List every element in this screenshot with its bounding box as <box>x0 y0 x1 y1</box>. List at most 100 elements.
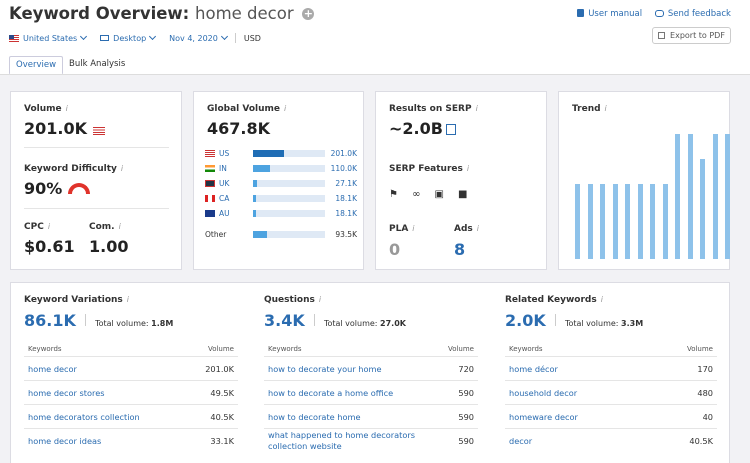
currency-label: USD <box>243 33 261 43</box>
trend-label: Trend i <box>572 104 607 114</box>
device-select[interactable]: Desktop <box>100 32 157 43</box>
other-label: Other <box>205 229 227 239</box>
trend-bar[interactable] <box>662 184 668 259</box>
volume-share-fill <box>253 210 256 217</box>
info-icon[interactable]: i <box>600 295 603 304</box>
variations-count[interactable]: 86.1K <box>24 311 76 330</box>
trend-bar[interactable] <box>587 184 593 259</box>
trend-bar[interactable] <box>712 134 718 259</box>
export-pdf-button[interactable]: Export to PDF <box>652 27 731 44</box>
us-flag-icon <box>92 127 105 135</box>
info-icon[interactable]: i <box>475 104 478 113</box>
related-count[interactable]: 2.0K <box>505 311 546 330</box>
keyword-link[interactable]: how to decorate home <box>268 411 361 422</box>
keyword-link[interactable]: homeware decor <box>509 411 578 422</box>
keyword-link[interactable]: household decor <box>509 387 578 398</box>
user-manual-label: User manual <box>588 9 643 19</box>
trend-bar[interactable] <box>612 184 618 259</box>
trend-bar[interactable] <box>637 184 643 259</box>
country-code: US <box>219 148 230 158</box>
info-icon[interactable]: i <box>318 295 322 304</box>
serp-snapshot-icon[interactable] <box>445 124 456 135</box>
trend-bar[interactable] <box>650 184 655 259</box>
info-icon[interactable]: i <box>476 224 479 233</box>
variations-section: Keyword Variations i 86.1K Total volume: … <box>24 295 250 446</box>
trend-bar[interactable] <box>725 134 730 259</box>
add-keyword-icon[interactable]: + <box>302 7 315 20</box>
country-row-ca[interactable]: CA 18.1K <box>205 191 357 205</box>
country-volume: 18.1K <box>335 208 357 218</box>
info-icon[interactable]: i <box>284 104 287 113</box>
keyword-link[interactable]: home decor stores <box>28 387 105 398</box>
ads-value[interactable]: 8 <box>454 240 466 259</box>
country-select[interactable]: United States <box>9 32 88 43</box>
info-icon[interactable]: i <box>120 164 124 173</box>
volume-value: 201.0K <box>24 119 105 138</box>
divider <box>24 147 169 148</box>
table-row: home decor ideas 33.1K <box>24 428 238 452</box>
tab-overview[interactable]: Overview <box>9 56 64 75</box>
country-row-uk[interactable]: UK 27.1K <box>205 176 357 190</box>
volume-card: Volume i 201.0K Keyword Difficulty i 90% C… <box>10 91 182 270</box>
trend-bar[interactable] <box>675 134 680 259</box>
info-icon[interactable]: i <box>126 295 130 304</box>
keyword-link[interactable]: how to decorate your home <box>268 363 382 374</box>
keyword-link[interactable]: home decor ideas <box>28 435 102 446</box>
country-row-au[interactable]: AU 18.1K <box>205 206 357 220</box>
keyword-link[interactable]: home decor <box>28 363 77 374</box>
info-icon[interactable]: i <box>604 104 607 113</box>
date-select[interactable]: Nov 4, 2020 <box>169 32 228 43</box>
country-volume: 18.1K <box>335 193 357 203</box>
results-value: ~2.0B <box>389 119 456 138</box>
country-row-us[interactable]: US 201.0K <box>205 146 357 160</box>
questions-total: Total volume: 27.0K <box>323 319 406 328</box>
info-icon[interactable]: i <box>412 224 415 233</box>
flag-au-icon <box>205 209 215 217</box>
send-feedback-link[interactable]: Send feedback <box>654 9 731 19</box>
user-manual-link[interactable]: User manual <box>577 9 642 19</box>
volume-share-bar <box>253 165 325 172</box>
info-icon[interactable]: i <box>466 164 470 173</box>
volume-share-bar <box>253 195 325 202</box>
trend-bar[interactable] <box>600 184 605 259</box>
keyword-link[interactable]: how to decorate a home office <box>268 387 394 398</box>
volume-share-fill <box>253 195 256 202</box>
keyword-link[interactable]: what happened to home decorators collecti… <box>268 429 415 451</box>
us-flag-icon <box>9 34 19 42</box>
keyword-volume: 720 <box>458 363 474 374</box>
trend-bar[interactable] <box>575 184 580 259</box>
keyword-volume: 40 <box>702 411 713 422</box>
keyword-volume: 49.5K <box>210 387 234 398</box>
page-title: Keyword Overview: home decor + <box>9 4 315 23</box>
chat-bubble-icon <box>654 10 664 17</box>
keyword-link[interactable]: home decorators collection <box>28 411 140 422</box>
country-volume: 27.1K <box>335 178 357 188</box>
device-value: Desktop <box>113 33 147 43</box>
country-row-in[interactable]: IN 110.0K <box>205 161 357 175</box>
questions-count[interactable]: 3.4K <box>264 311 305 330</box>
serp-features-label: SERP Features i <box>389 164 470 174</box>
table-header: Keywords Volume <box>28 344 234 353</box>
export-label: Export to PDF <box>670 31 725 40</box>
map-pin-icon: ⚑ <box>389 189 398 200</box>
kd-label: Keyword Difficulty i <box>24 164 124 174</box>
table-row: how to decorate your home 720 <box>264 356 478 380</box>
table-header: Keywords Volume <box>509 344 713 353</box>
info-icon[interactable]: i <box>118 222 121 231</box>
table-row: decor 40.5K <box>505 428 717 452</box>
info-icon[interactable]: i <box>47 222 51 231</box>
trend-bar[interactable] <box>700 159 705 259</box>
tab-bulk-analysis[interactable]: Bulk Analysis <box>69 59 126 69</box>
keyword-link[interactable]: home décor <box>509 363 558 374</box>
top-links: User manual Send feedback <box>567 9 731 19</box>
info-icon[interactable]: i <box>65 104 68 113</box>
filter-divider <box>234 33 236 43</box>
table-row: how to decorate a home office 590 <box>264 380 478 404</box>
related-label: Related Keywords i <box>505 295 603 305</box>
volume-share-bar <box>253 231 325 238</box>
trend-bar[interactable] <box>687 134 693 259</box>
divider <box>554 314 556 326</box>
chevron-down-icon <box>149 32 157 41</box>
keyword-link[interactable]: decor <box>509 435 533 446</box>
trend-bar[interactable] <box>625 184 630 259</box>
